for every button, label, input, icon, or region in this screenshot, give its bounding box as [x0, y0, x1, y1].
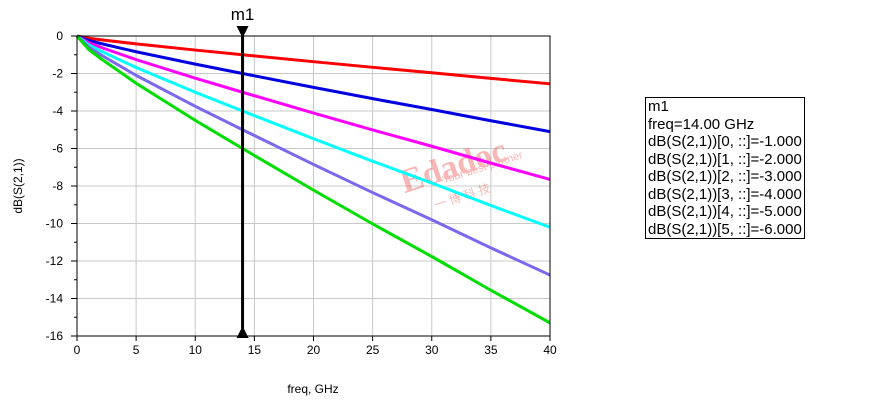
y-tick-label: -2	[52, 67, 63, 81]
marker-readout-box[interactable]: m1 freq=14.00 GHz dB(S(2,1))[0, ::]=-1.000…	[645, 97, 805, 239]
marker-readout-line: dB(S(2,1))[4, ::]=-5.000	[648, 203, 802, 220]
marker-readout-line: m1	[648, 98, 669, 115]
x-tick-label: 25	[366, 343, 380, 357]
marker-readout-line: dB(S(2,1))[2, ::]=-3.000	[648, 168, 802, 185]
marker-readout-line: dB(S(2,1))[5, ::]=-6.000	[648, 220, 802, 238]
marker-readout-line: dB(S(2,1))[0, ::]=-1.000	[648, 133, 802, 150]
marker-readout-line: dB(S(2,1))[1, ::]=-2.000	[648, 150, 802, 168]
x-tick-label: 10	[189, 343, 203, 357]
x-tick-label: 20	[307, 343, 321, 357]
axis-ticks: 0 5 10 15 20 25 30 35 40 0 -2 -4 -6 -8 -10 -12 -14 -16	[46, 29, 557, 357]
watermark-logo: Edadoc Your best partner 一 博 科 技	[396, 132, 525, 212]
y-tick-label: -6	[52, 142, 63, 156]
marker-label: m1	[231, 5, 255, 24]
x-tick-label: 30	[425, 343, 439, 357]
plot-frame	[76, 35, 551, 337]
y-tick-label: 0	[56, 29, 63, 43]
x-tick-label: 40	[543, 343, 557, 357]
y-tick-label: -4	[52, 104, 63, 118]
y-axis-label: dB(S(2,1))	[11, 158, 25, 213]
y-tick-label: -16	[46, 329, 64, 343]
y-tick-label: -10	[46, 217, 64, 231]
x-tick-label: 0	[74, 343, 81, 357]
x-axis-label: freq, GHz	[287, 382, 338, 396]
marker-readout-line: freq=14.00 GHz	[648, 115, 755, 133]
marker-readout-line: dB(S(2,1))[3, ::]=-4.000	[648, 185, 802, 203]
x-tick-label: 35	[484, 343, 498, 357]
x-tick-label: 15	[248, 343, 262, 357]
y-tick-label: -8	[52, 179, 63, 193]
y-tick-label: -12	[46, 254, 64, 268]
marker-m1: m1	[231, 5, 255, 338]
marker-top-triangle	[236, 26, 249, 38]
x-tick-label: 5	[133, 343, 140, 357]
y-tick-label: -14	[46, 292, 64, 306]
marker-bottom-triangle	[236, 326, 249, 338]
